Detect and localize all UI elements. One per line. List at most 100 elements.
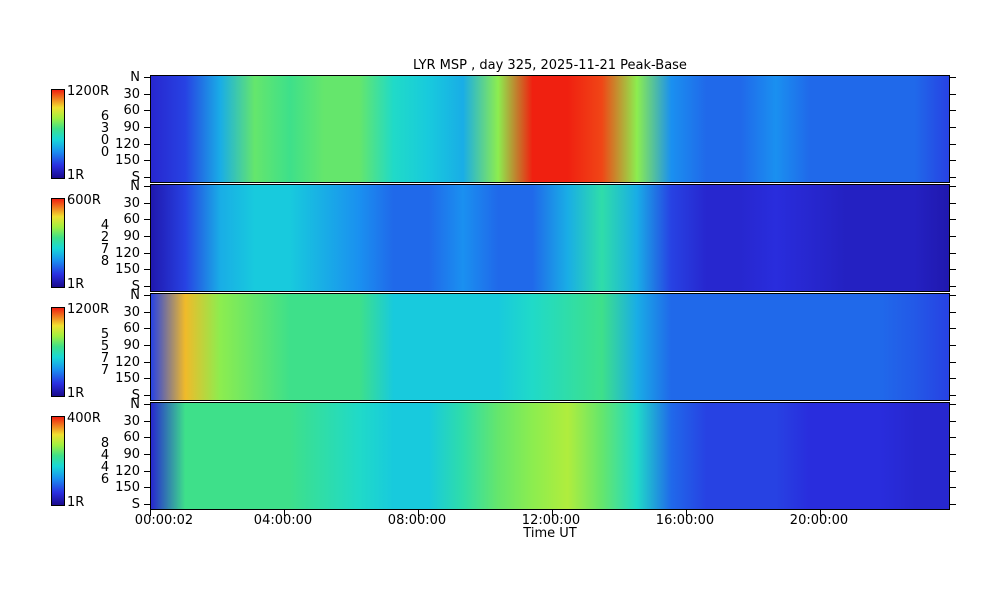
- y-tick-label: 150: [115, 371, 140, 387]
- y-tick-label: 150: [115, 480, 140, 496]
- y-tick-label: N: [130, 70, 140, 85]
- y-tick-mark: [950, 470, 956, 472]
- y-tick-mark: [950, 219, 956, 221]
- colorbar-mid-label: 7: [100, 363, 110, 378]
- colorbar-mid-label: 6: [100, 109, 110, 124]
- colorbar-mid-label: 6: [100, 472, 110, 487]
- y-tick-mark: [144, 110, 150, 112]
- y-tick-mark: [950, 93, 956, 95]
- y-tick-label: 150: [115, 153, 140, 169]
- spectrogram-panel: [150, 293, 950, 401]
- y-tick-label: N: [130, 397, 140, 412]
- y-tick-mark: [144, 395, 150, 396]
- y-tick-mark: [950, 269, 956, 271]
- colorbar-mid-label: 3: [100, 121, 110, 136]
- y-tick-mark: [950, 311, 956, 313]
- y-tick-mark: [144, 77, 150, 78]
- y-tick-label: 30: [123, 86, 140, 102]
- y-tick-mark: [950, 295, 956, 296]
- y-tick-mark: [144, 311, 150, 313]
- y-tick-mark: [144, 93, 150, 95]
- y-tick-mark: [950, 160, 956, 162]
- y-tick-mark: [144, 236, 150, 237]
- y-tick-label: 30: [123, 195, 140, 211]
- x-tick-mark: [820, 510, 821, 516]
- y-tick-label: 120: [115, 354, 140, 370]
- y-tick-mark: [950, 378, 956, 380]
- y-tick-label: 90: [123, 229, 140, 244]
- x-tick-mark: [686, 510, 687, 516]
- y-tick-mark: [144, 286, 150, 287]
- y-tick-mark: [144, 177, 150, 178]
- y-tick-mark: [144, 219, 150, 221]
- y-tick-label: 90: [123, 338, 140, 353]
- y-tick-label: 60: [123, 430, 140, 446]
- y-tick-label: N: [130, 179, 140, 194]
- x-tick-mark: [418, 510, 419, 516]
- y-tick-mark: [144, 361, 150, 363]
- colorbar-mid-label: 8: [100, 436, 110, 451]
- spectrogram-panel: [150, 184, 950, 292]
- colorbar: [51, 89, 65, 179]
- y-tick-mark: [144, 454, 150, 455]
- y-tick-mark: [144, 160, 150, 162]
- y-tick-label: 60: [123, 321, 140, 337]
- colorbar-mid-label: 4: [100, 460, 110, 475]
- colorbar: [51, 198, 65, 288]
- colorbar-mid-label: 4: [100, 448, 110, 463]
- y-tick-label: 60: [123, 212, 140, 228]
- y-tick-label: S: [131, 388, 140, 403]
- colorbar-mid-label: 7: [100, 242, 110, 257]
- colorbar-mid-label: 2: [100, 230, 110, 245]
- y-tick-mark: [950, 286, 956, 287]
- y-tick-mark: [950, 77, 956, 78]
- x-tick-label: 12:00:00: [521, 513, 581, 528]
- colorbar-mid-label: 7: [100, 351, 110, 366]
- colorbar: [51, 416, 65, 506]
- y-tick-mark: [144, 328, 150, 330]
- y-tick-mark: [950, 395, 956, 396]
- colorbar-mid-label: 0: [100, 133, 110, 148]
- y-tick-label: 120: [115, 136, 140, 152]
- y-tick-label: 120: [115, 463, 140, 479]
- colorbar-mid-label: 8: [100, 254, 110, 269]
- colorbar-min-label: 1R: [67, 495, 85, 510]
- y-tick-mark: [144, 345, 150, 346]
- y-tick-mark: [950, 345, 956, 346]
- colorbar-min-label: 1R: [67, 277, 85, 292]
- y-tick-mark: [950, 202, 956, 204]
- y-tick-label: 120: [115, 245, 140, 261]
- y-tick-mark: [144, 143, 150, 145]
- y-tick-mark: [144, 186, 150, 187]
- y-tick-label: S: [131, 279, 140, 294]
- colorbar-mid-label: 0: [100, 145, 110, 160]
- colorbar-min-label: 1R: [67, 386, 85, 401]
- y-tick-label: S: [131, 497, 140, 512]
- y-tick-mark: [950, 487, 956, 489]
- y-tick-mark: [950, 361, 956, 363]
- y-tick-mark: [950, 110, 956, 112]
- y-tick-label: 30: [123, 413, 140, 429]
- y-tick-mark: [950, 404, 956, 405]
- x-tick-label: 04:00:00: [253, 513, 313, 528]
- y-tick-label: 150: [115, 262, 140, 278]
- x-tick-mark: [150, 510, 151, 516]
- colorbar-min-label: 1R: [67, 168, 85, 183]
- y-tick-mark: [950, 504, 956, 505]
- colorbar: [51, 307, 65, 397]
- y-tick-mark: [950, 252, 956, 254]
- x-tick-label: 20:00:00: [789, 513, 849, 528]
- y-tick-mark: [950, 454, 956, 455]
- x-axis-label: Time UT: [523, 526, 577, 541]
- colorbar-mid-label: 4: [100, 218, 110, 233]
- y-tick-label: 30: [123, 304, 140, 320]
- y-tick-mark: [950, 328, 956, 330]
- y-tick-mark: [144, 404, 150, 405]
- y-tick-mark: [144, 295, 150, 296]
- colorbar-mid-label: 5: [100, 327, 110, 342]
- y-tick-mark: [950, 437, 956, 439]
- x-tick-mark: [284, 510, 285, 516]
- y-tick-mark: [144, 504, 150, 505]
- y-tick-mark: [950, 236, 956, 237]
- y-tick-label: N: [130, 288, 140, 303]
